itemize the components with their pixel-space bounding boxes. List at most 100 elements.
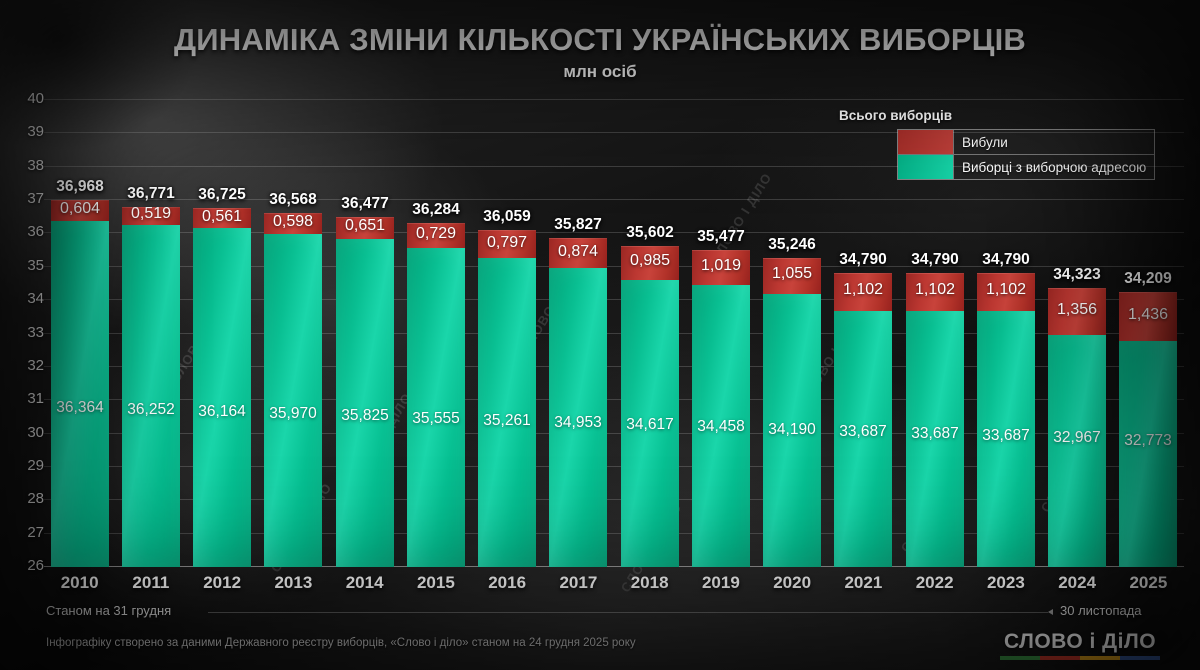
bar-segment-voters-with-address[interactable]: 35,261 [478, 258, 536, 567]
bar-label-total: 36,477 [341, 194, 389, 212]
bar-column[interactable]: 33,687 1,102 34,790 [906, 251, 964, 567]
bar-segment-voters-with-address[interactable]: 34,190 [763, 293, 821, 567]
bar-label-total: 34,323 [1053, 266, 1101, 284]
bar-column[interactable]: 36,164 0,561 36,725 [193, 186, 251, 567]
bar-column[interactable]: 34,458 1,019 35,477 [692, 228, 750, 567]
gridline [44, 566, 1184, 567]
source-note: Інфографіку створено за даними Державног… [46, 637, 636, 649]
bar-label-departed: 1,102 [842, 281, 884, 299]
x-axis-label-2019: 2019 [701, 573, 740, 592]
bar-column[interactable]: 36,252 0,519 36,771 [122, 185, 180, 567]
bar-label-departed: 1,055 [771, 265, 813, 283]
footnote-right: 30 листопада [1060, 603, 1142, 618]
bar-segment-departed[interactable]: 0,561 [193, 208, 251, 228]
bar-segment-voters-with-address[interactable]: 32,967 [1048, 334, 1106, 567]
bar-segment-voters-with-address[interactable]: 34,458 [692, 284, 750, 567]
bar-segment-voters-with-address[interactable]: 35,555 [407, 248, 465, 567]
x-axis-label-2025: 2025 [1129, 573, 1168, 592]
legend-item-label: Вибули [953, 130, 1154, 154]
bar-column[interactable]: 34,953 0,874 35,827 [549, 216, 607, 567]
bar-segment-departed[interactable]: 0,604 [51, 200, 109, 222]
legend-item[interactable]: Виборці з виборчою адресою [898, 154, 1155, 179]
bar-label-total: 35,477 [697, 227, 745, 245]
bar-label-departed: 0,604 [59, 200, 101, 218]
x-axis-label-2013: 2013 [274, 573, 313, 592]
bar-label-departed: 0,985 [629, 252, 671, 270]
bar-segment-departed[interactable]: 1,102 [906, 272, 964, 311]
bar-label-voters-with-address: 35,825 [341, 407, 389, 425]
bar-label-voters-with-address: 34,617 [626, 416, 674, 434]
bar-segment-voters-with-address[interactable]: 35,970 [264, 234, 322, 567]
bar-segment-departed[interactable]: 0,874 [549, 238, 607, 269]
brand-stripe [1120, 656, 1160, 660]
x-axis-label-2020: 2020 [773, 573, 812, 592]
y-axis-tick-label: 40 [27, 90, 44, 107]
bar-segment-voters-with-address[interactable]: 32,773 [1119, 341, 1177, 567]
gridline [44, 165, 1184, 167]
bar-segment-departed[interactable]: 1,436 [1119, 292, 1177, 342]
bar-segment-voters-with-address[interactable]: 34,617 [621, 279, 679, 567]
bar-column[interactable]: 33,687 1,102 34,790 [977, 251, 1035, 567]
bar-segment-voters-with-address[interactable]: 34,953 [549, 268, 607, 567]
bar-segment-departed[interactable]: 1,102 [834, 272, 892, 311]
legend-item[interactable]: Вибули [898, 130, 1154, 154]
bar-segment-departed[interactable]: 0,729 [407, 222, 465, 249]
bar-label-voters-with-address: 33,687 [839, 422, 887, 440]
bar-column[interactable]: 35,825 0,651 36,477 [336, 195, 394, 567]
y-axis-tick-label: 34 [27, 290, 44, 308]
bar-label-voters-with-address: 36,252 [127, 400, 175, 418]
x-axis-label-2011: 2011 [132, 573, 170, 592]
bar-column[interactable]: 35,970 0,598 36,568 [264, 191, 322, 567]
bar-segment-voters-with-address[interactable]: 36,164 [193, 227, 251, 567]
bar-segment-departed[interactable]: 0,651 [336, 216, 394, 240]
bar-label-departed: 0,519 [130, 205, 172, 223]
bar-segment-departed[interactable]: 0,985 [621, 245, 679, 280]
x-axis-label-2012: 2012 [203, 573, 242, 592]
bar-segment-departed[interactable]: 0,797 [478, 230, 536, 259]
bar-segment-departed[interactable]: 1,019 [692, 249, 750, 285]
x-axis-label-2018: 2018 [630, 573, 669, 592]
bar-segment-departed[interactable]: 0,519 [122, 205, 180, 225]
bar-label-departed: 1,102 [914, 281, 956, 299]
bar-segment-departed[interactable]: 1,102 [977, 272, 1035, 311]
x-axis-label-2010: 2010 [60, 573, 99, 592]
bar-label-total: 34,790 [982, 250, 1030, 268]
x-axis-label-2017: 2017 [559, 573, 598, 592]
bar-column[interactable]: 34,617 0,985 35,602 [621, 224, 679, 567]
bar-segment-voters-with-address[interactable]: 35,825 [336, 239, 394, 567]
bar-label-voters-with-address: 33,687 [982, 427, 1030, 445]
chart-legend: Всього виборців Вибули Виборці з виборчою… [835, 108, 1156, 180]
y-axis-tick-label: 38 [27, 156, 44, 174]
bar-label-total: 36,771 [127, 184, 175, 202]
bar-segment-voters-with-address[interactable]: 36,252 [122, 225, 180, 567]
bar-column[interactable]: 35,261 0,797 36,059 [478, 208, 536, 567]
bar-column[interactable]: 32,773 1,436 34,209 [1119, 270, 1177, 567]
gridline [44, 199, 1184, 201]
bar-segment-departed[interactable]: 1,055 [763, 257, 821, 294]
legend-title: Всього виборців [839, 108, 953, 123]
bar-column[interactable]: 32,967 1,356 34,323 [1048, 266, 1106, 567]
bar-segment-voters-with-address[interactable]: 33,687 [906, 310, 964, 567]
bar-label-total: 36,284 [412, 200, 460, 218]
bar-label-voters-with-address: 33,687 [911, 424, 959, 442]
bar-label-departed: 0,598 [272, 213, 314, 231]
bar-column[interactable]: 36,364 0,604 36,968 [51, 178, 109, 567]
y-axis-tick-label: 28 [27, 490, 44, 508]
bar-label-total: 35,246 [768, 235, 816, 253]
bar-segment-departed[interactable]: 1,356 [1048, 288, 1106, 335]
footnote-rule [208, 612, 1048, 613]
bar-segment-voters-with-address[interactable]: 36,364 [51, 221, 109, 567]
bar-column[interactable]: 33,687 1,102 34,790 [834, 251, 892, 567]
gridline [44, 465, 1184, 467]
bar-segment-voters-with-address[interactable]: 33,687 [977, 310, 1035, 567]
bar-label-departed: 1,436 [1127, 306, 1169, 324]
bar-segment-departed[interactable]: 0,598 [264, 213, 322, 235]
gridline [44, 299, 1184, 301]
bar-column[interactable]: 34,190 1,055 35,246 [763, 236, 821, 567]
bar-label-voters-with-address: 36,164 [198, 402, 246, 420]
bar-segment-voters-with-address[interactable]: 33,687 [834, 310, 892, 567]
y-axis-tick-label: 33 [27, 323, 44, 341]
bar-column[interactable]: 35,555 0,729 36,284 [407, 201, 465, 567]
brand-logo: СЛОВО і ДіЛО [1000, 630, 1160, 660]
